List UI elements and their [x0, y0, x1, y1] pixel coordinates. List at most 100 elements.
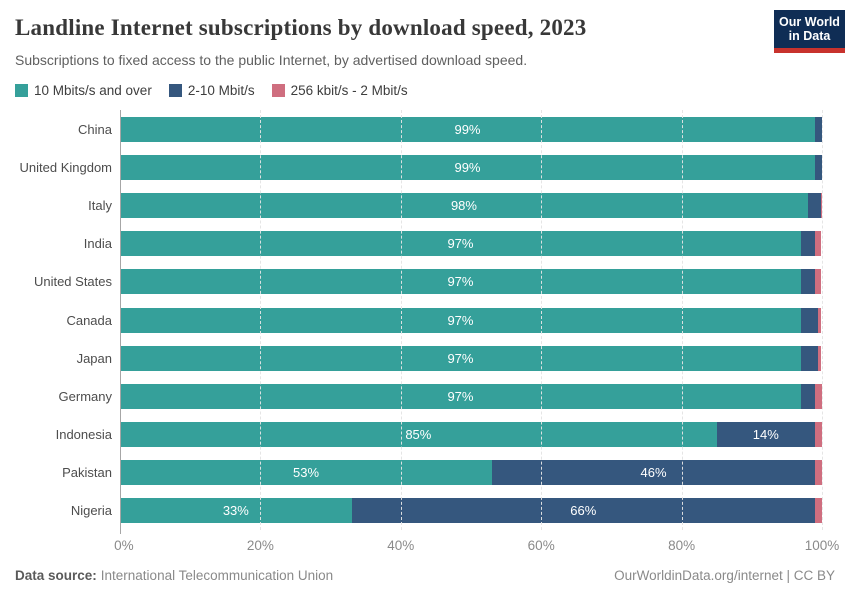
- bar-segment-2-10mbit: 14%: [716, 422, 815, 448]
- data-source: Data source: International Telecommunicat…: [15, 568, 333, 583]
- bar-value-label: 97%: [447, 350, 474, 366]
- x-tick-100: 100%: [804, 538, 840, 553]
- owid-logo-text: Our World in Data: [774, 10, 845, 48]
- country-label: Germany: [58, 388, 112, 404]
- country-label: China: [78, 121, 112, 137]
- data-source-label: Data source:: [15, 568, 97, 583]
- bar-segment-10mbits: 97%: [120, 307, 801, 333]
- bar-segment-10mbits: 97%: [120, 383, 801, 409]
- bar-row-united-kingdom: 99%: [120, 148, 822, 186]
- bar-segment-2-10mbit: [814, 154, 822, 180]
- bar-value-label: 99%: [454, 159, 481, 175]
- bar-row-pakistan: 53% 46%: [120, 454, 822, 492]
- bar-row-japan: 97%: [120, 339, 822, 377]
- country-label: Japan: [76, 350, 112, 366]
- bar-row-canada: 97%: [120, 301, 822, 339]
- stacked-bar: 99%: [120, 154, 822, 180]
- stacked-bar: 98%: [120, 192, 822, 218]
- bar-segment-2-10mbit: [814, 116, 822, 142]
- bar-row-united-states: 97%: [120, 263, 822, 301]
- legend-item-10mbits-and-over: 10 Mbits/s and over: [15, 83, 152, 98]
- gridline-80: [681, 110, 683, 530]
- country-label: Italy: [88, 197, 112, 213]
- bar-row-china: 99%: [120, 110, 822, 148]
- owid-logo-line2: in Data: [788, 29, 831, 43]
- bar-segment-2-10mbit: [807, 192, 821, 218]
- legend-swatch-teal: [15, 84, 28, 97]
- country-label: Nigeria: [70, 503, 112, 519]
- bar-value-label: 66%: [570, 503, 597, 519]
- bar-value-label: 46%: [640, 465, 667, 481]
- country-label: United Kingdom: [19, 159, 113, 175]
- owid-logo: Our World in Data: [774, 10, 845, 53]
- stacked-bar: 33% 66%: [120, 498, 822, 524]
- plot-area: 99% 99% 98%: [120, 110, 823, 530]
- bar-segment-10mbits: 33%: [120, 498, 352, 524]
- credit-line: OurWorldinData.org/internet | CC BY: [614, 568, 835, 583]
- x-tick-0: 0%: [114, 538, 134, 553]
- bar-row-indonesia: 85% 14%: [120, 416, 822, 454]
- bar-segment-10mbits: 97%: [120, 231, 801, 257]
- stacked-bar: 97%: [120, 383, 822, 409]
- stacked-bar: 97%: [120, 269, 822, 295]
- bar-segment-256kbit: [814, 269, 821, 295]
- bar-value-label: 99%: [454, 121, 481, 137]
- stacked-bar: 85% 14%: [120, 422, 822, 448]
- bar-segment-256kbit: [814, 383, 822, 409]
- legend-item-256kbit-2mbit: 256 kbit/s - 2 Mbit/s: [271, 83, 408, 98]
- bar-segment-2-10mbit: 66%: [351, 498, 815, 524]
- bar-value-label: 14%: [752, 427, 779, 443]
- gridline-60: [541, 110, 543, 530]
- bar-segment-10mbits: 97%: [120, 345, 801, 371]
- bar-segment-256kbit: [814, 460, 822, 486]
- country-label: Canada: [66, 312, 112, 328]
- chart-subtitle: Subscriptions to fixed access to the pub…: [15, 52, 528, 68]
- bar-segment-10mbits: 99%: [120, 116, 815, 142]
- gridline-20: [260, 110, 262, 530]
- gridline-100: [822, 110, 823, 530]
- x-tick-60: 60%: [527, 538, 555, 553]
- bar-segment-2-10mbit: [800, 269, 815, 295]
- data-source-value: International Telecommunication Union: [100, 568, 334, 583]
- bar-row-germany: 97%: [120, 377, 822, 415]
- bar-segment-10mbits: 53%: [120, 460, 493, 486]
- chart-footer: Data source: International Telecommunicat…: [15, 568, 835, 583]
- country-label: India: [83, 236, 112, 252]
- bar-segment-2-10mbit: [800, 307, 819, 333]
- bar-segment-2-10mbit: [800, 383, 815, 409]
- bar-value-label: 53%: [293, 465, 320, 481]
- bar-segment-2-10mbit: [800, 345, 819, 371]
- bar-segment-256kbit: [818, 345, 822, 371]
- country-label: United States: [33, 274, 112, 290]
- bar-value-label: 33%: [222, 503, 249, 519]
- legend-label: 10 Mbits/s and over: [34, 83, 152, 98]
- bar-value-label: 97%: [447, 312, 474, 328]
- legend-item-2-10mbit: 2-10 Mbit/s: [168, 83, 255, 98]
- y-axis-line: [120, 110, 121, 534]
- x-tick-80: 80%: [668, 538, 696, 553]
- legend-swatch-pink: [271, 84, 285, 97]
- gridline-40: [400, 110, 402, 530]
- bar-segment-10mbits: 97%: [120, 269, 801, 295]
- x-tick-40: 40%: [387, 538, 415, 553]
- legend-label: 2-10 Mbit/s: [187, 83, 255, 98]
- owid-logo-line1: Our World: [779, 14, 840, 29]
- stacked-bar: 97%: [120, 231, 822, 257]
- bar-segment-256kbit: [820, 192, 822, 218]
- y-axis-labels: China United Kingdom Italy India United …: [0, 110, 113, 530]
- bar-value-label: 97%: [447, 274, 474, 290]
- bar-value-label: 98%: [450, 197, 477, 213]
- bar-segment-10mbits: 85%: [120, 422, 717, 448]
- bar-value-label: 97%: [447, 236, 474, 252]
- chart-title: Landline Internet subscriptions by downl…: [15, 15, 587, 40]
- bar-value-label: 85%: [405, 427, 432, 443]
- bar-row-india: 97%: [120, 225, 822, 263]
- bar-rows: 99% 99% 98%: [120, 110, 822, 530]
- legend-label: 256 kbit/s - 2 Mbit/s: [290, 83, 408, 98]
- bar-segment-10mbits: 98%: [120, 192, 808, 218]
- bar-row-italy: 98%: [120, 186, 822, 224]
- bar-segment-256kbit: [814, 231, 821, 257]
- stacked-bar: 97%: [120, 345, 822, 371]
- legend-swatch-blue: [168, 84, 182, 97]
